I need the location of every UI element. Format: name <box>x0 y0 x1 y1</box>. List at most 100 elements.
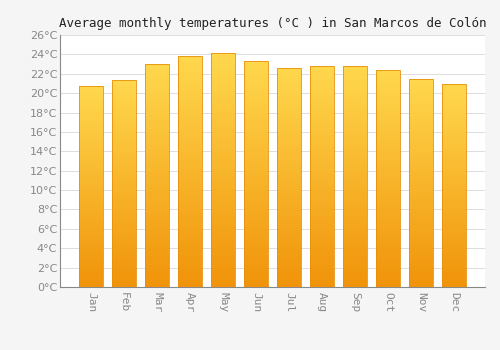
Bar <box>146 111 169 113</box>
Bar <box>442 172 466 174</box>
Bar <box>211 145 235 147</box>
Bar <box>211 93 235 96</box>
Bar <box>112 271 136 273</box>
Bar <box>343 148 367 150</box>
Bar <box>146 251 169 253</box>
Bar <box>146 91 169 93</box>
Bar <box>409 110 432 112</box>
Bar <box>277 206 301 208</box>
Bar <box>343 66 367 68</box>
Bar <box>211 70 235 72</box>
Bar <box>343 106 367 108</box>
Bar <box>376 267 400 270</box>
Bar <box>310 198 334 201</box>
Bar <box>178 63 202 65</box>
Bar <box>376 239 400 241</box>
Bar <box>343 212 367 214</box>
Bar <box>178 174 202 176</box>
Bar <box>376 118 400 120</box>
Bar <box>442 269 466 271</box>
Bar <box>112 247 136 250</box>
Bar <box>112 82 136 84</box>
Bar <box>80 273 103 275</box>
Bar <box>343 102 367 104</box>
Bar <box>244 251 268 253</box>
Bar <box>112 90 136 92</box>
Bar <box>178 280 202 282</box>
Bar <box>376 278 400 280</box>
Bar <box>442 103 466 105</box>
Bar <box>112 220 136 223</box>
Bar <box>146 71 169 73</box>
Bar <box>244 82 268 84</box>
Bar <box>146 191 169 193</box>
Bar <box>310 216 334 218</box>
Bar <box>343 139 367 141</box>
Bar <box>277 221 301 224</box>
Bar <box>211 147 235 149</box>
Bar <box>244 156 268 158</box>
Bar <box>146 155 169 158</box>
Bar <box>343 108 367 110</box>
Bar <box>409 243 432 245</box>
Bar <box>146 225 169 227</box>
Bar <box>211 250 235 252</box>
Bar <box>211 280 235 282</box>
Bar <box>409 262 432 264</box>
Bar <box>146 64 169 66</box>
Bar <box>376 198 400 200</box>
Bar <box>112 188 136 189</box>
Bar <box>310 79 334 82</box>
Bar <box>277 175 301 177</box>
Bar <box>146 202 169 204</box>
Bar <box>244 231 268 233</box>
Bar <box>80 161 103 163</box>
Bar <box>244 140 268 142</box>
Bar <box>277 250 301 252</box>
Bar <box>409 145 432 147</box>
Bar <box>442 188 466 190</box>
Bar <box>376 231 400 233</box>
Bar <box>112 206 136 208</box>
Bar <box>244 124 268 127</box>
Bar <box>277 72 301 75</box>
Bar <box>277 186 301 188</box>
Bar <box>112 142 136 144</box>
Bar <box>310 247 334 250</box>
Bar <box>409 133 432 135</box>
Bar <box>310 285 334 287</box>
Bar <box>277 282 301 285</box>
Bar <box>442 232 466 234</box>
Bar <box>112 177 136 179</box>
Bar <box>146 80 169 82</box>
Bar <box>211 140 235 142</box>
Bar <box>80 128 103 131</box>
Bar <box>310 190 334 192</box>
Bar <box>442 198 466 200</box>
Bar <box>146 149 169 151</box>
Bar <box>146 256 169 258</box>
Bar <box>112 161 136 162</box>
Bar <box>80 279 103 281</box>
Bar <box>409 233 432 235</box>
Bar <box>211 240 235 243</box>
Bar <box>211 189 235 191</box>
Bar <box>409 187 432 189</box>
Bar <box>343 73 367 75</box>
Bar <box>442 204 466 206</box>
Bar <box>376 128 400 131</box>
Bar <box>178 259 202 262</box>
Bar <box>80 223 103 225</box>
Bar <box>376 285 400 287</box>
Bar <box>310 203 334 205</box>
Bar <box>112 98 136 100</box>
Bar <box>310 110 334 112</box>
Bar <box>442 216 466 218</box>
Bar <box>178 282 202 285</box>
Bar <box>112 96 136 98</box>
Bar <box>277 204 301 206</box>
Bar <box>376 254 400 257</box>
Bar <box>178 61 202 63</box>
Bar <box>244 79 268 82</box>
Bar <box>343 245 367 247</box>
